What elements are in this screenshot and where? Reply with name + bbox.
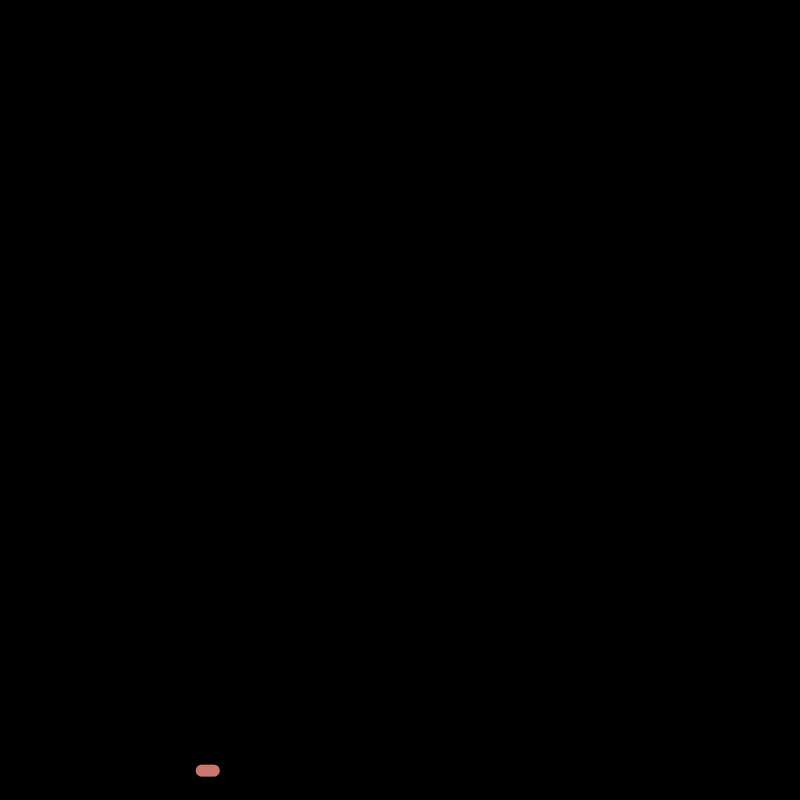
chart-border [0, 0, 800, 800]
chart-frame [0, 0, 800, 800]
chart-svg [0, 0, 800, 800]
optimum-marker [196, 765, 220, 777]
